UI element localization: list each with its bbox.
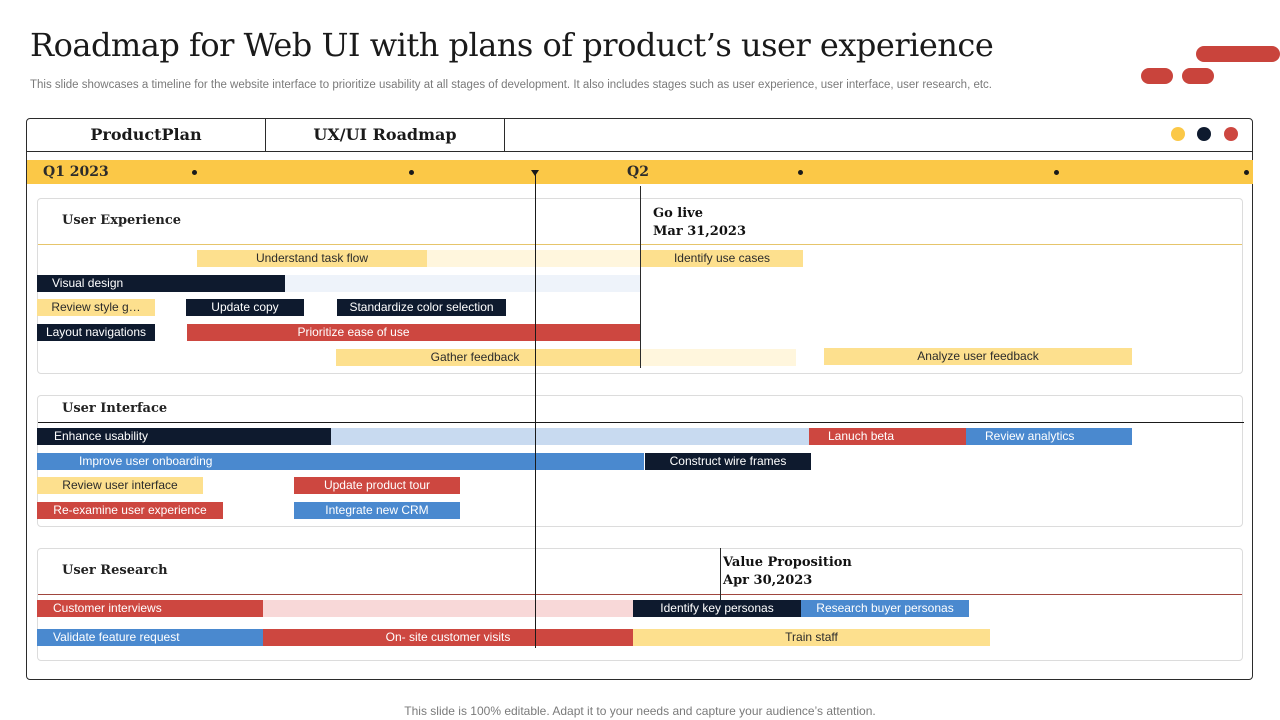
section-label-user-research: User Research xyxy=(62,563,168,578)
milestone-go-live: Go live Mar 31,2023 xyxy=(653,205,746,241)
milestone-go-live-date: Mar 31,2023 xyxy=(653,224,746,239)
bar-analyze-user-feedback[interactable]: Analyze user feedback xyxy=(824,348,1132,365)
bar-standardize-color-selection[interactable]: Standardize color selection xyxy=(337,299,506,316)
bar-background xyxy=(263,600,633,617)
bar-re-examine-user-experience[interactable]: Re-examine user experience xyxy=(37,502,223,519)
slide-title: Roadmap for Web UI with plans of product… xyxy=(30,26,994,64)
timeline-q1-label: Q1 2023 xyxy=(43,164,109,180)
timeline-tick xyxy=(192,170,197,175)
milestone-line-go-live xyxy=(640,186,641,368)
bar-background xyxy=(331,428,809,445)
milestone-value-proposition-name: Value Proposition xyxy=(723,555,852,570)
bar-background xyxy=(427,250,640,267)
bar-integrate-new-crm[interactable]: Integrate new CRM xyxy=(294,502,460,519)
milestone-go-live-name: Go live xyxy=(653,206,704,221)
bar-identify-key-personas[interactable]: Identify key personas xyxy=(633,600,801,617)
timeline-tick xyxy=(1054,170,1059,175)
slide-subtitle: This slide showcases a timeline for the … xyxy=(30,79,993,91)
section-label-user-interface: User Interface xyxy=(62,401,168,416)
bar-customer-interviews[interactable]: Customer interviews xyxy=(37,600,263,617)
bar-understand-task-flow[interactable]: Understand task flow xyxy=(197,250,427,267)
bar-validate-feature-request[interactable]: Validate feature request xyxy=(37,629,263,646)
bar-update-product-tour[interactable]: Update product tour xyxy=(294,477,460,494)
bar-visual-design[interactable]: Visual design xyxy=(37,275,285,292)
bar-on-site-customer-visits[interactable]: On- site customer visits xyxy=(263,629,633,646)
milestone-value-proposition-date: Apr 30,2023 xyxy=(723,573,813,588)
bar-enhance-usability[interactable]: Enhance usability xyxy=(37,428,331,445)
timeline-tick xyxy=(409,170,414,175)
roadmap-frame xyxy=(26,118,1253,680)
section-rule-user-research xyxy=(38,594,1242,595)
bar-review-user-interface[interactable]: Review user interface xyxy=(37,477,203,494)
header-dot-red xyxy=(1224,127,1238,141)
header-bottom-rule xyxy=(27,151,1253,152)
bar-construct-wire-frames[interactable]: Construct wire frames xyxy=(645,453,811,470)
header-divider xyxy=(265,119,266,151)
bar-review-style-guide[interactable]: Review style g… xyxy=(37,299,155,316)
header-dot-navy xyxy=(1197,127,1211,141)
bar-gather-feedback[interactable]: Gather feedback xyxy=(336,349,640,366)
decor-pill-right xyxy=(1182,68,1214,84)
bar-background xyxy=(285,275,640,292)
bar-train-staff[interactable]: Train staff xyxy=(633,629,990,646)
timeline-q2-label: Q2 xyxy=(627,164,649,180)
bar-layout-navigations[interactable]: Layout navigations xyxy=(37,324,155,341)
bar-background xyxy=(640,349,796,366)
bar-launch-beta[interactable]: Lanuch beta xyxy=(809,428,966,445)
milestone-line-value-proposition xyxy=(720,548,721,600)
section-label-user-experience: User Experience xyxy=(62,213,182,228)
section-rule-user-interface xyxy=(38,422,1244,423)
current-date-marker-line xyxy=(535,172,536,648)
decor-pill-left xyxy=(1141,68,1173,84)
timeline-tick xyxy=(1244,170,1249,175)
header-product-plan: ProductPlan xyxy=(90,125,202,144)
header-divider xyxy=(504,119,505,151)
bar-identify-use-cases[interactable]: Identify use cases xyxy=(641,250,803,267)
decor-pill-long xyxy=(1196,46,1280,62)
timeline-tick xyxy=(798,170,803,175)
bar-prioritize-ease-of-use[interactable]: Prioritize ease of use xyxy=(187,324,640,341)
header-dot-yellow xyxy=(1171,127,1185,141)
bar-update-copy[interactable]: Update copy xyxy=(186,299,304,316)
header-roadmap-title: UX/UI Roadmap xyxy=(313,125,457,144)
bar-improve-user-onboarding[interactable]: Improve user onboarding xyxy=(37,453,644,470)
slide-footer: This slide is 100% editable. Adapt it to… xyxy=(404,704,876,718)
timeline-bar xyxy=(27,160,1253,184)
bar-research-buyer-personas[interactable]: Research buyer personas xyxy=(801,600,969,617)
bar-review-analytics[interactable]: Review analytics xyxy=(966,428,1132,445)
milestone-value-proposition: Value Proposition Apr 30,2023 xyxy=(723,554,852,590)
